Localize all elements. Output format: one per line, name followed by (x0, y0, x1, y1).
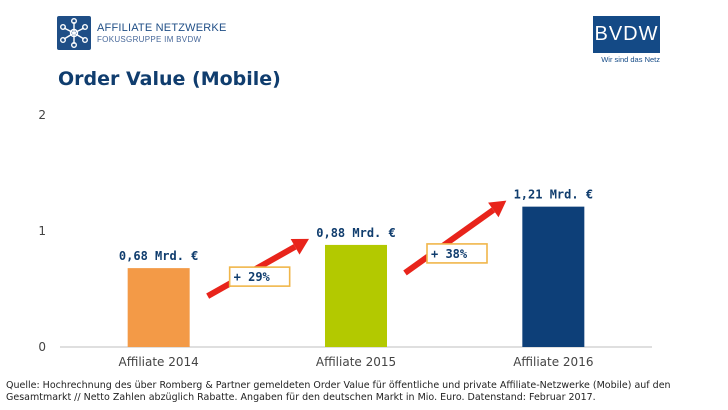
logo-left-line2: FOKUSGRUPPE IM BVDW (97, 34, 202, 44)
network-icon (57, 16, 91, 50)
growth-arrow-head (488, 200, 507, 218)
y-tick-label: 2 (38, 108, 46, 122)
growth-annotation-label: + 29% (234, 270, 271, 284)
x-tick-label: Affiliate 2014 (119, 355, 199, 369)
bvdw-logo: BVDW Wir sind das Netz (593, 16, 660, 64)
bvdw-logo-tagline: Wir sind das Netz (601, 55, 660, 64)
growth-annotation-box (426, 243, 488, 264)
data-label: 0,68 Mrd. € (119, 249, 198, 263)
affiliate-netzwerke-logo: AFFILIATE NETZWERKE FOKUSGRUPPE IM BVDW (57, 16, 227, 50)
y-tick-label: 0 (38, 340, 46, 354)
growth-arrow-head (290, 238, 309, 255)
logo-left-line1: AFFILIATE NETZWERKE (97, 22, 227, 35)
data-label: 1,21 Mrd. € (514, 188, 593, 202)
bvdw-logo-name: BVDW (593, 16, 660, 53)
source-note: Quelle: Hochrechnung des über Romberg & … (6, 380, 671, 403)
y-tick-label: 1 (38, 224, 46, 238)
bar (325, 244, 387, 347)
chart-title: Order Value (Mobile) (58, 68, 281, 90)
x-tick-label: Affiliate 2015 (316, 355, 396, 369)
data-label: 0,88 Mrd. € (316, 226, 395, 240)
bar (127, 268, 190, 347)
x-tick-label: Affiliate 2016 (513, 355, 593, 369)
bar (522, 206, 585, 347)
growth-arrow (403, 207, 496, 276)
growth-annotation-box (228, 266, 291, 287)
growth-annotation-label: + 38% (431, 247, 468, 261)
